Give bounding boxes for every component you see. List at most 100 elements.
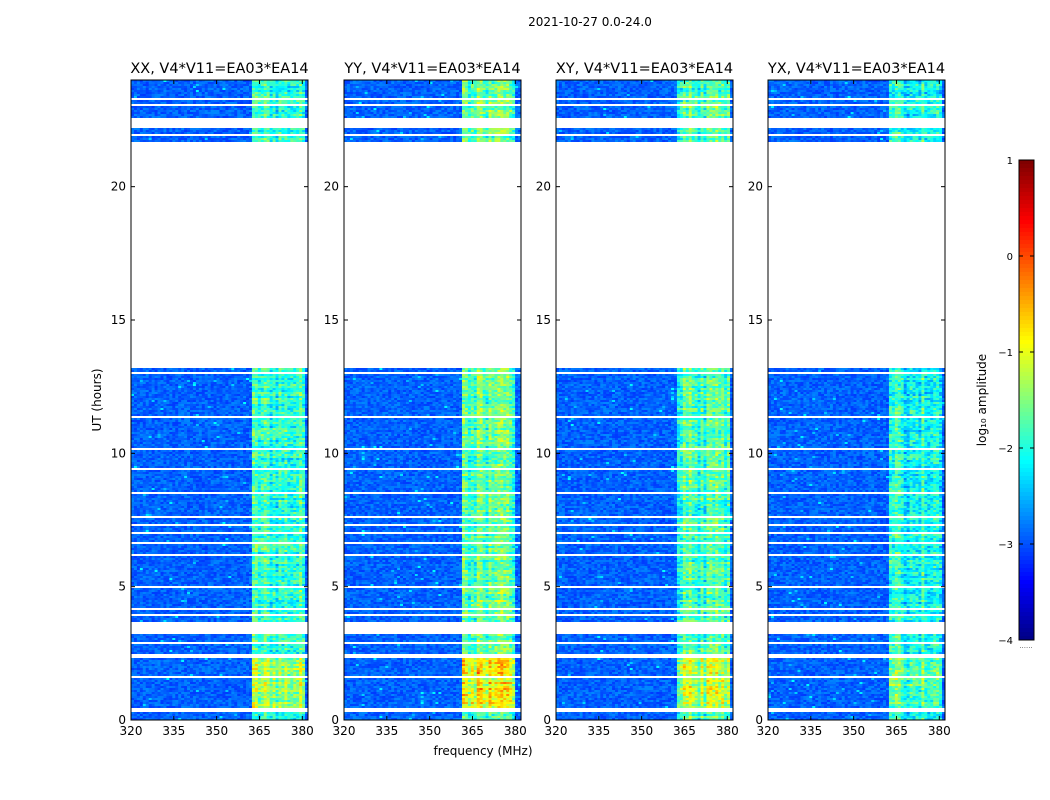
heatmap-cell: [190, 692, 193, 694]
heatmap-cell: [190, 690, 193, 692]
heatmap-cell: [193, 716, 196, 718]
heatmap-cell: [214, 690, 217, 692]
heatmap-cell: [131, 694, 134, 696]
heatmap-cell: [217, 696, 220, 698]
heatmap-cell: [196, 698, 199, 700]
heatmap-cell: [161, 704, 164, 706]
heatmap-cell: [211, 696, 214, 698]
heatmap-cell: [175, 692, 178, 694]
heatmap-cell: [184, 706, 187, 708]
heatmap-cell: [228, 716, 231, 718]
heatmap-cell: [231, 702, 234, 704]
heatmap-cell: [172, 692, 175, 694]
heatmap-cell: [134, 696, 137, 698]
heatmap-cell: [161, 692, 164, 694]
heatmap-cell: [175, 688, 178, 690]
heatmap-cell: [276, 692, 279, 694]
heatmap-cell: [276, 698, 279, 700]
heatmap-cell: [261, 706, 264, 708]
heatmap-cell: [246, 696, 249, 698]
heatmap-cell: [155, 688, 158, 690]
heatmap-cell: [290, 690, 293, 692]
heatmap-cell: [255, 694, 258, 696]
heatmap-cell: [258, 714, 261, 716]
heatmap-cell: [222, 714, 225, 716]
heatmap-cell: [273, 696, 276, 698]
heatmap-cell: [181, 690, 184, 692]
heatmap-cell: [222, 700, 225, 702]
heatmap-cell: [222, 706, 225, 708]
heatmap-cell: [149, 690, 152, 692]
heatmap-cell: [279, 688, 282, 690]
heatmap-cell: [161, 696, 164, 698]
heatmap-cell: [196, 686, 199, 688]
heatmap-cell: [243, 702, 246, 704]
heatmap-cell: [163, 716, 166, 718]
heatmap-cell: [211, 688, 214, 690]
heatmap-cell: [258, 712, 261, 714]
heatmap-cell: [258, 702, 261, 704]
heatmap-cell: [187, 688, 190, 690]
heatmap-cell: [255, 714, 258, 716]
heatmap-cell: [161, 700, 164, 702]
heatmap-cell: [296, 714, 299, 716]
heatmap-cell: [231, 700, 234, 702]
heatmap-cell: [202, 712, 205, 714]
heatmap-cell: [134, 690, 137, 692]
heatmap-cell: [231, 698, 234, 700]
heatmap-cell: [267, 706, 270, 708]
heatmap-cell: [290, 704, 293, 706]
heatmap-cell: [225, 704, 228, 706]
heatmap-cell: [217, 698, 220, 700]
heatmap-cell: [281, 698, 284, 700]
heatmap-cell: [199, 692, 202, 694]
heatmap-cell: [252, 702, 255, 704]
heatmap-cell: [293, 698, 296, 700]
heatmap-cell: [190, 712, 193, 714]
heatmap-cell: [249, 702, 252, 704]
heatmap-cell: [166, 688, 169, 690]
heatmap-cell: [243, 716, 246, 718]
heatmap-cell: [187, 706, 190, 708]
heatmap-cell: [240, 696, 243, 698]
heatmap-cell: [214, 706, 217, 708]
heatmap-cell: [243, 706, 246, 708]
heatmap-cell: [249, 716, 252, 718]
heatmap-cell: [264, 694, 267, 696]
heatmap-cell: [234, 700, 237, 702]
heatmap-cell: [169, 716, 172, 718]
heatmap-cell: [196, 688, 199, 690]
heatmap-cell: [261, 702, 264, 704]
heatmap-cell: [276, 704, 279, 706]
heatmap-cell: [234, 698, 237, 700]
heatmap-cell: [255, 704, 258, 706]
heatmap-cell: [273, 694, 276, 696]
heatmap-cell: [193, 692, 196, 694]
heatmap-cell: [193, 712, 196, 714]
heatmap-cell: [199, 714, 202, 716]
heatmap-cell: [163, 686, 166, 688]
heatmap-cell: [299, 700, 302, 702]
heatmap-cell: [134, 692, 137, 694]
heatmap-cell: [134, 688, 137, 690]
heatmap-cell: [166, 712, 169, 714]
heatmap-cell: [187, 714, 190, 716]
heatmap-cell: [249, 694, 252, 696]
heatmap-cell: [234, 688, 237, 690]
heatmap-cell: [220, 690, 223, 692]
heatmap-cell: [258, 694, 261, 696]
heatmap-cell: [181, 692, 184, 694]
heatmap-cell: [169, 706, 172, 708]
heatmap-cell: [267, 694, 270, 696]
heatmap-cell: [155, 704, 158, 706]
heatmap-cell: [281, 714, 284, 716]
heatmap-cell: [202, 698, 205, 700]
heatmap-cell: [237, 698, 240, 700]
heatmap-cell: [252, 688, 255, 690]
heatmap-cell: [161, 694, 164, 696]
heatmap-cell: [208, 714, 211, 716]
heatmap-cell: [152, 716, 155, 718]
heatmap-cell: [196, 692, 199, 694]
heatmap-cell: [279, 706, 282, 708]
heatmap-cell: [140, 688, 143, 690]
